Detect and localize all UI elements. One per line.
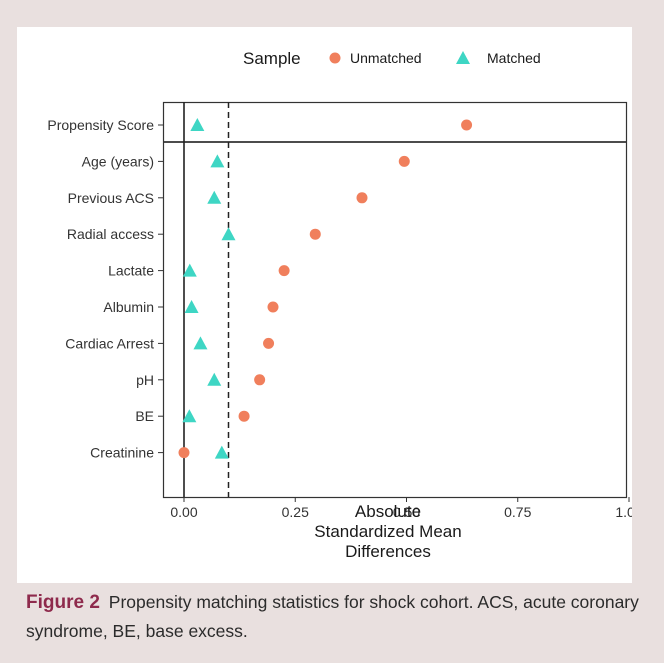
point-matched-cardiac-arrest — [193, 336, 208, 350]
y-tick-label-albumin: Albumin — [103, 299, 154, 315]
point-unmatched-albumin — [267, 301, 279, 313]
legend-label-unmatched: Unmatched — [350, 50, 422, 66]
x-tick-label-0.75: 0.75 — [504, 504, 531, 520]
legend-label-matched: Matched — [487, 50, 541, 66]
y-axis: Propensity Score Age (years) Previous ACS R… — [47, 117, 163, 461]
point-unmatched-ph — [254, 374, 266, 386]
legend: Sample Unmatched Matched — [243, 49, 541, 68]
figure-label: Figure 2 — [26, 592, 100, 613]
legend-marker-unmatched — [329, 52, 341, 64]
point-unmatched-propensity-score — [461, 119, 473, 131]
x-axis: 0.00 0.25 0.50 0.75 1.00 — [170, 497, 632, 520]
point-unmatched-radial-access — [309, 228, 321, 240]
point-unmatched-lactate — [278, 265, 290, 277]
x-tick-label-0.25: 0.25 — [282, 504, 309, 520]
caption-text: Propensity matching statistics for shock… — [26, 592, 639, 641]
plot-area-frame — [162, 101, 628, 499]
y-tick-label-be: BE — [135, 408, 154, 424]
y-tick-label-age-years: Age (years) — [82, 153, 154, 169]
x-tick-label-0.50: 0.50 — [393, 504, 420, 520]
y-tick-label-radial-access: Radial access — [67, 226, 154, 242]
point-unmatched-creatinine — [178, 447, 190, 459]
y-tick-label-ph: pH — [136, 372, 154, 388]
x-axis-title-line-3: Differences — [345, 542, 431, 561]
point-matched-previous-acs — [207, 190, 222, 204]
point-matched-albumin — [184, 300, 199, 313]
chart: Sample Unmatched Matched Propensity Scor… — [47, 49, 632, 561]
point-unmatched-cardiac-arrest — [263, 337, 275, 349]
figure-panel: Sample Unmatched Matched Propensity Scor… — [17, 27, 632, 583]
x-axis-title-line-1: Absolute — [355, 502, 421, 521]
point-unmatched-previous-acs — [356, 192, 368, 204]
legend-marker-matched — [456, 51, 470, 64]
y-tick-label-previous-acs: Previous ACS — [68, 190, 154, 206]
figure-caption: Figure 2 Propensity matching statistics … — [26, 588, 646, 645]
point-matched-ph — [207, 372, 222, 386]
legend-title: Sample — [243, 49, 301, 68]
point-matched-lactate — [182, 263, 197, 277]
point-matched-propensity-score — [190, 118, 205, 131]
y-tick-label-lactate: Lactate — [108, 263, 154, 279]
data-points — [178, 118, 473, 459]
point-matched-creatinine — [214, 445, 229, 459]
point-matched-radial-access — [221, 227, 236, 241]
y-tick-label-cardiac-arrest: Cardiac Arrest — [65, 335, 154, 351]
point-matched-age-years — [210, 154, 225, 168]
point-matched-be — [182, 409, 197, 423]
y-tick-label-creatinine: Creatinine — [90, 445, 154, 461]
x-tick-label-0.00: 0.00 — [170, 504, 197, 520]
point-unmatched-be — [238, 410, 250, 422]
y-tick-label-propensity-score: Propensity Score — [47, 117, 154, 133]
x-axis-title-line-2: Standardized Mean — [314, 522, 461, 541]
x-tick-label-1.00: 1.00 — [615, 504, 632, 520]
point-unmatched-age-years — [398, 155, 410, 167]
